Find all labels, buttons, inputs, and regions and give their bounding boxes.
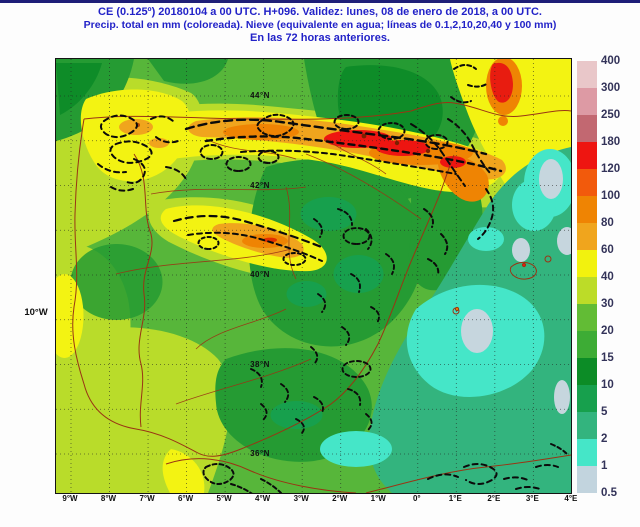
- colorbar-label: 0.5: [601, 487, 617, 499]
- colorbar-label: 400: [601, 55, 621, 67]
- title-line-1: CE (0.125º) 20180104 a 00 UTC. H+096. Va…: [98, 6, 542, 18]
- colorbar-label: 2: [601, 433, 608, 445]
- colorbar-band: [577, 331, 597, 358]
- colorbar-label: 60: [601, 244, 614, 256]
- mediterranean-regions: [320, 147, 571, 493]
- africa-coast-west: [165, 458, 357, 493]
- lon-tick-label: 2°E: [487, 494, 501, 503]
- title-line-2: Precip. total en mm (coloreada). Nieve (…: [83, 19, 557, 31]
- colorbar-band: [577, 169, 597, 196]
- precip-map: 44°N 42°N 40°N 38°N 36°N: [55, 58, 572, 494]
- colorbar-label: 80: [601, 217, 614, 229]
- colorbar-band: [577, 88, 597, 115]
- lat-tick-label: 44°N: [250, 91, 270, 100]
- contours-cantabrian: [184, 113, 503, 175]
- title-line-3: En las 72 horas anteriores.: [249, 32, 390, 44]
- balearic-islands: [452, 255, 552, 315]
- colorbar-band: [577, 277, 597, 304]
- contours-iberian-system: [310, 208, 395, 364]
- map-title: CE (0.125º) 20180104 a 00 UTC. H+096. Va…: [0, 6, 640, 45]
- colorbar-label: 250: [601, 109, 621, 121]
- colorbar-label: 100: [601, 190, 621, 202]
- portugal-border: [133, 153, 153, 428]
- lon-tick-label: 1°W: [370, 494, 386, 503]
- lon-tick-label: 8°W: [100, 494, 117, 503]
- colorbar-label: 40: [601, 271, 614, 283]
- coast-and-border-lines: [72, 102, 571, 493]
- contours-central-system: [172, 214, 326, 266]
- africa-coast-east: [365, 454, 571, 493]
- contours-pyrenees: [410, 64, 495, 276]
- contours-north-africa: [202, 443, 568, 493]
- lon-tick-label: 5°W: [216, 494, 232, 503]
- colorbar-labels: 400 300 250 180 120 100 80 60 40 30 20 15 10 5 2 1 0.5: [601, 55, 635, 501]
- lon-tick-label: 6°W: [177, 494, 194, 503]
- lat-tick-label: 40°N: [250, 270, 270, 279]
- colorbar-label: 15: [601, 352, 614, 364]
- colorbar-label: 30: [601, 298, 614, 310]
- lon-tick-label: 3°E: [525, 494, 539, 503]
- colorbar-label: 10: [601, 379, 614, 391]
- north-coast-france: [83, 102, 571, 120]
- colorbar-band: [577, 439, 597, 466]
- lon-tick-label: 7°W: [139, 494, 155, 503]
- iberia-coastline: [72, 118, 455, 457]
- colorbar-band: [577, 412, 597, 439]
- colorbar-band: [577, 250, 597, 277]
- colorbar-label: 120: [601, 163, 621, 175]
- lon-tick-label: 3°W: [293, 494, 309, 503]
- colorbar-band: [577, 466, 597, 493]
- contours-galicia: [97, 114, 187, 192]
- colorbar-band: [577, 196, 597, 223]
- colorbar-band: [577, 223, 597, 250]
- lon-label-10w: 10°W: [24, 307, 48, 318]
- lon-tick-label: 9°W: [62, 494, 78, 503]
- map-graphic: [56, 59, 571, 493]
- lon-tick-label: 0°: [412, 494, 421, 503]
- colorbar-label: 300: [601, 82, 621, 94]
- lon-tick-label: 2°W: [332, 494, 348, 503]
- lat-tick-label: 36°N: [250, 449, 270, 458]
- contours-baetic: [250, 360, 373, 434]
- colorbar-band: [577, 304, 597, 331]
- colorbar-band: [577, 385, 597, 412]
- snow-contours: [97, 64, 568, 493]
- lat-tick-label: 38°N: [250, 359, 270, 369]
- colorbar-label: 20: [601, 325, 614, 337]
- lon-tick-label: 1°E: [448, 494, 462, 503]
- colorbar-label: 180: [601, 136, 621, 148]
- lon-tick-label: 4°W: [255, 494, 271, 503]
- colorbar-label: 5: [601, 406, 608, 418]
- colorbar-bands: [577, 61, 597, 493]
- colorbar-band: [577, 61, 597, 88]
- window-top-border: [0, 0, 640, 3]
- colorbar-label: 1: [601, 460, 608, 472]
- colorbar-band: [577, 115, 597, 142]
- lon-tick-label: 4°E: [564, 494, 578, 503]
- colorbar-band: [577, 142, 597, 169]
- lon-axis: 9°W 8°W 7°W 6°W 5°W 4°W 3°W 2°W 1°W 0° 1°E 2°E 3°E 4°…: [0, 494, 640, 506]
- lat-tick-label: 42°N: [250, 180, 270, 190]
- colorbar-band: [577, 358, 597, 385]
